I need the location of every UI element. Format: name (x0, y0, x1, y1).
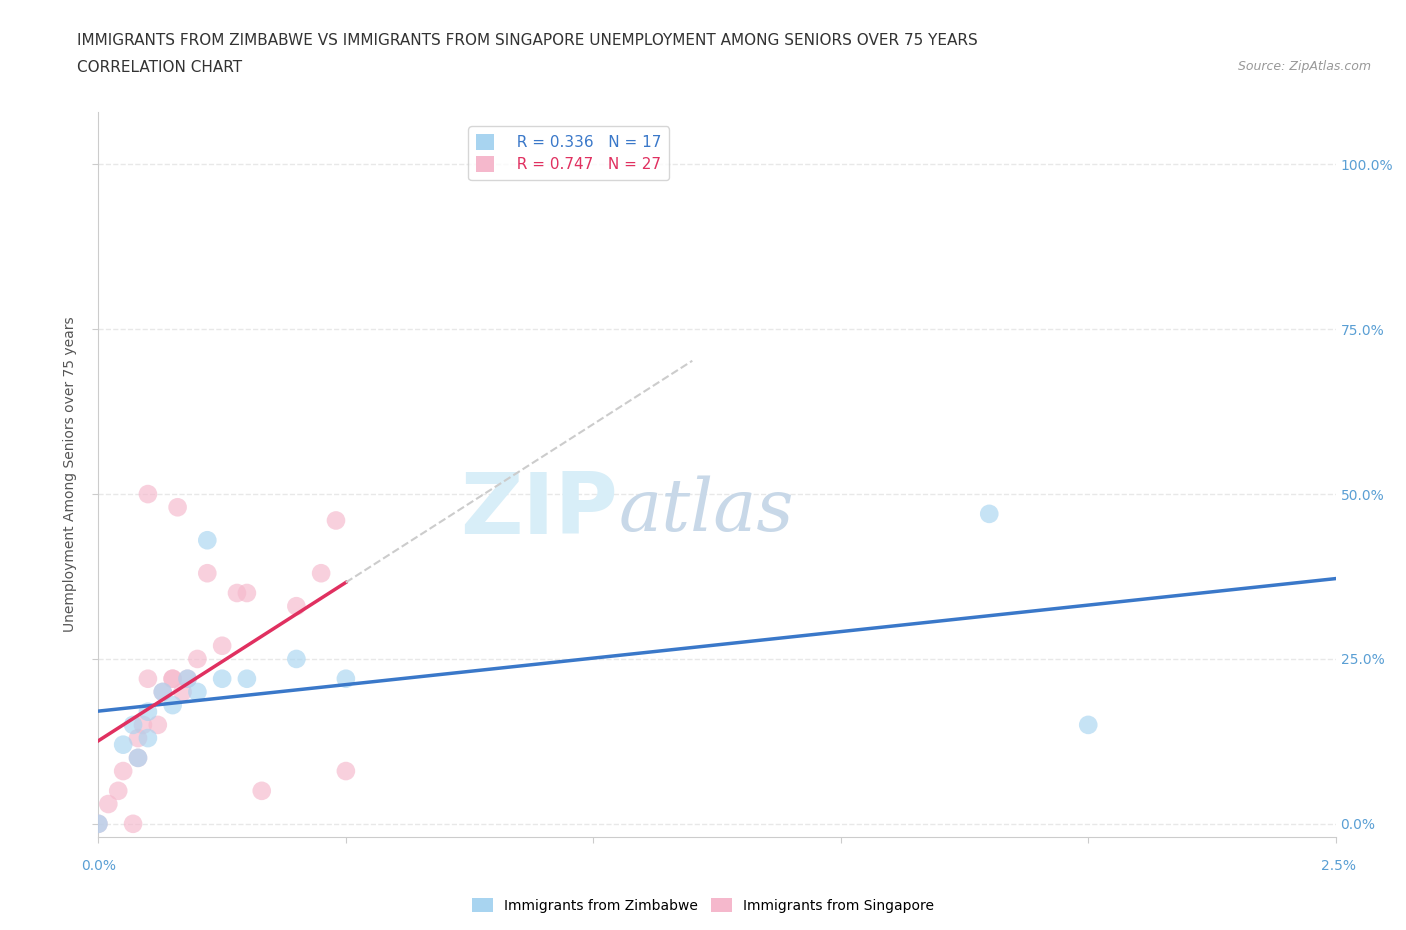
Point (979, 507, 1001, 522)
Point (136, 671, 159, 686)
Point (236, 586, 259, 601)
Text: IMMIGRANTS FROM ZIMBABWE VS IMMIGRANTS FROM SINGAPORE UNEMPLOYMENT AMONG SENIORS: IMMIGRANTS FROM ZIMBABWE VS IMMIGRANTS F… (77, 33, 979, 47)
Point (285, 652, 308, 667)
Y-axis label: Unemployment Among Seniors over 75 years: Unemployment Among Seniors over 75 years (63, 316, 77, 632)
Point (309, 565, 332, 580)
Point (162, 671, 184, 686)
Point (162, 698, 184, 712)
Point (211, 638, 233, 653)
Point (122, 717, 145, 732)
Point (325, 513, 347, 528)
Point (136, 704, 159, 719)
Point (250, 783, 273, 798)
Point (87, 817, 110, 831)
Text: CORRELATION CHART: CORRELATION CHART (77, 60, 242, 75)
Point (127, 751, 149, 765)
Point (127, 731, 149, 746)
Point (97, 797, 120, 812)
Point (176, 671, 198, 686)
Point (136, 731, 159, 746)
Text: Source: ZipAtlas.com: Source: ZipAtlas.com (1237, 60, 1371, 73)
Point (112, 737, 135, 752)
Point (186, 652, 208, 667)
Point (335, 671, 357, 686)
Point (146, 717, 169, 732)
Point (285, 599, 308, 614)
Point (172, 684, 194, 699)
Text: 2.5%: 2.5% (1322, 858, 1355, 872)
Point (176, 671, 198, 686)
Legend:   R = 0.336   N = 17,   R = 0.747   N = 27: R = 0.336 N = 17, R = 0.747 N = 27 (468, 126, 669, 179)
Point (335, 764, 357, 778)
Point (186, 684, 208, 699)
Point (152, 684, 174, 699)
Legend: Immigrants from Zimbabwe, Immigrants from Singapore: Immigrants from Zimbabwe, Immigrants fro… (467, 893, 939, 919)
Point (236, 671, 259, 686)
Point (107, 783, 129, 798)
Point (122, 817, 145, 831)
Point (226, 586, 249, 601)
Point (87, 817, 110, 831)
Point (166, 499, 188, 514)
Text: atlas: atlas (619, 475, 793, 546)
Point (195, 533, 218, 548)
Text: ZIP: ZIP (460, 469, 619, 552)
Point (162, 671, 184, 686)
Point (211, 671, 233, 686)
Point (195, 565, 218, 580)
Point (127, 751, 149, 765)
Point (132, 717, 155, 732)
Point (136, 486, 159, 501)
Point (1077, 717, 1099, 732)
Point (112, 764, 135, 778)
Point (152, 684, 174, 699)
Text: 0.0%: 0.0% (82, 858, 115, 872)
